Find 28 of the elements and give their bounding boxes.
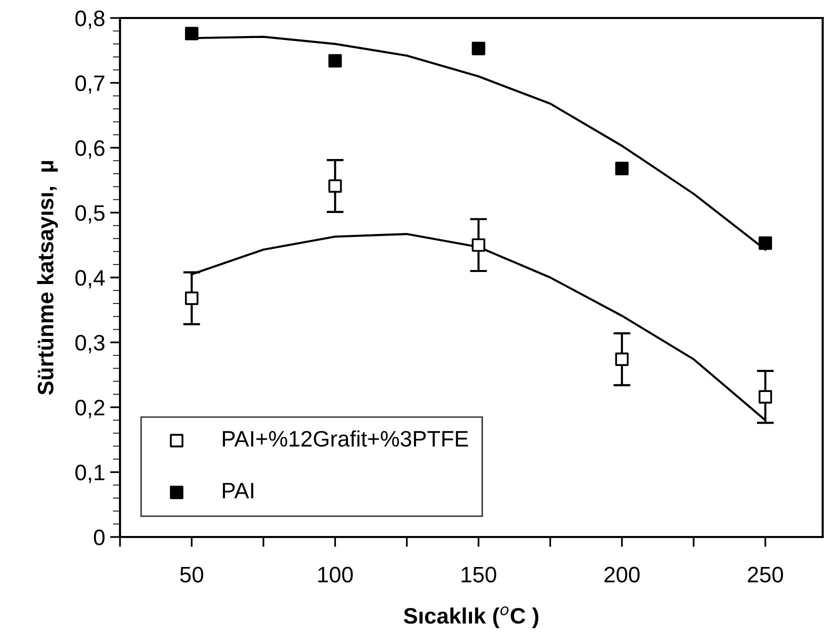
- legend-label: PAI: [222, 483, 254, 498]
- point: [328, 54, 342, 68]
- point: [615, 352, 629, 366]
- point: [184, 26, 198, 40]
- point: [472, 238, 486, 252]
- point: [472, 42, 486, 56]
- y-tick-label: 0,6: [75, 140, 104, 159]
- y-tick-label: 0,3: [75, 334, 104, 354]
- point: [184, 292, 198, 305]
- x-tick-label: 150: [462, 566, 496, 582]
- point: [758, 236, 772, 250]
- point: [615, 162, 629, 176]
- y-tick-label: 0,1: [75, 464, 104, 484]
- y-axis-title: Sürtünme katsayısı, μ: [37, 161, 58, 395]
- x-tick-label: 200: [604, 566, 640, 582]
- y-tick-label: 0,8: [75, 10, 104, 29]
- point: [328, 179, 342, 193]
- x-tick-label: 100: [318, 566, 353, 582]
- point: [758, 390, 772, 404]
- y-tick-label: 0,2: [75, 400, 104, 418]
- y-tick-label: 0,4: [75, 270, 105, 288]
- x-tick-label: 50: [180, 566, 204, 582]
- x-tick-label: 250: [748, 566, 784, 582]
- x-axis-title: Sıcaklık ($^{o}$C ): [404, 606, 538, 628]
- y-tick-label: 0: [94, 530, 105, 546]
- y-tick-label: 0,5: [75, 205, 104, 224]
- y-tick-label: 0,7: [75, 75, 104, 94]
- legend-label: PAI+%12Grafit+%3PTFE: [222, 430, 468, 447]
